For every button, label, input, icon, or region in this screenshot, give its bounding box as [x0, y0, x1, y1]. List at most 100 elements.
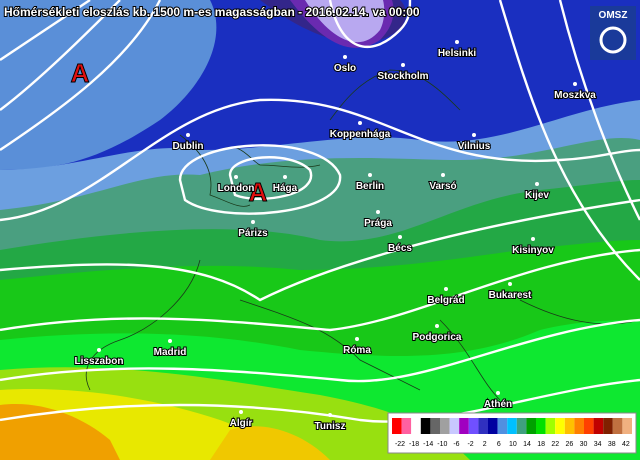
city-labels: Oslo Stockholm Helsinki Moszkva Koppenhága Du…	[74, 40, 597, 433]
legend-swatch	[468, 418, 479, 434]
legend-tick: 38	[608, 441, 616, 448]
legend-swatch	[440, 418, 450, 434]
legend-swatch	[516, 418, 527, 434]
city-label: Lisszabon	[75, 356, 124, 367]
city-dot	[97, 348, 101, 352]
city-dot	[444, 287, 448, 291]
city-label: Berlin	[356, 181, 384, 192]
city-label: Stockholm	[377, 71, 428, 82]
city-label: Podgorica	[413, 332, 462, 343]
legend-swatch	[401, 418, 412, 434]
legend-swatch	[488, 418, 498, 434]
pressure-high: A	[71, 58, 90, 88]
city-dot	[531, 237, 535, 241]
coastlines	[85, 69, 640, 401]
city-dot	[328, 413, 332, 417]
legend-tick: -14	[423, 441, 433, 448]
city-label: Vilnius	[458, 141, 491, 152]
legend-tick: -6	[453, 441, 459, 448]
legend-tick: 14	[523, 441, 531, 448]
city-label: London	[218, 183, 255, 194]
city-label: Bukarest	[489, 290, 532, 301]
city-dot	[535, 182, 539, 186]
legend-swatch	[478, 418, 488, 434]
legend-tick: 42	[622, 441, 630, 448]
city-dot	[472, 133, 476, 137]
legend-tick: -2	[467, 441, 473, 448]
city-dot	[398, 235, 402, 239]
legend-swatch	[545, 418, 556, 434]
pressure-high: A	[249, 177, 268, 207]
city-label: Belgrád	[427, 295, 464, 306]
city-label: Madrid	[154, 347, 187, 358]
city-label: Prága	[364, 218, 392, 229]
legend-swatch	[536, 418, 546, 434]
city-label: Athén	[484, 399, 512, 410]
city-dot	[168, 339, 172, 343]
city-dot	[251, 220, 255, 224]
city-dot	[435, 324, 439, 328]
legend-swatch	[411, 418, 421, 434]
legend-swatch	[584, 418, 594, 434]
city-label: Algír	[230, 418, 253, 429]
legend-swatch	[622, 418, 632, 434]
city-label: Kisinyov	[512, 245, 554, 256]
legend-tick: 34	[594, 441, 602, 448]
legend-swatch	[507, 418, 517, 434]
legend-swatch	[574, 418, 584, 434]
city-dot	[239, 410, 243, 414]
city-dot	[441, 173, 445, 177]
legend-swatch	[392, 418, 402, 434]
city-dot	[355, 337, 359, 341]
city-label: Moszkva	[554, 90, 596, 101]
legend-swatch	[430, 418, 440, 434]
city-dot	[376, 210, 380, 214]
legend-swatch	[564, 418, 575, 434]
logo: OMSZ	[590, 6, 636, 60]
city-label: Varsó	[429, 181, 456, 192]
map-title: Hőmérsékleti eloszlás kb. 1500 m-es maga…	[4, 5, 420, 19]
legend-tick: 30	[580, 441, 588, 448]
legend-tick: 10	[509, 441, 517, 448]
legend-swatch	[497, 418, 508, 434]
city-dot	[573, 82, 577, 86]
legend-swatch	[420, 418, 431, 434]
legend-tick: 22	[551, 441, 559, 448]
city-label: Bécs	[388, 243, 412, 254]
city-dot	[508, 282, 512, 286]
legend-tick: -22	[395, 441, 405, 448]
city-label: Koppenhága	[330, 129, 391, 140]
city-dot	[234, 175, 238, 179]
city-dot	[186, 133, 190, 137]
isotherms	[0, 0, 640, 423]
city-label: Oslo	[334, 63, 356, 74]
city-label: Hága	[273, 183, 298, 194]
legend-tick: 2	[483, 441, 487, 448]
city-label: Párizs	[238, 228, 268, 239]
city-label: Helsinki	[438, 48, 477, 59]
city-dot	[343, 55, 347, 59]
city-dot	[368, 173, 372, 177]
city-dot	[358, 121, 362, 125]
city-label: Dublin	[172, 141, 203, 152]
city-label: Kijev	[525, 190, 549, 201]
legend-swatch	[603, 418, 613, 434]
legend-swatch	[449, 418, 460, 434]
legend-swatch	[593, 418, 604, 434]
city-dot	[401, 63, 405, 67]
legend-tick: -10	[437, 441, 447, 448]
legend-tick: -18	[409, 441, 419, 448]
legend-swatch	[612, 418, 623, 434]
legend-tick: 6	[497, 441, 501, 448]
legend-swatch	[459, 418, 469, 434]
city-dot	[283, 175, 287, 179]
legend-swatch	[555, 418, 565, 434]
legend: -22 -18 -14 -10 -6 -2 2 6 10 14 18 22 26 30 34 38 42	[387, 412, 637, 454]
legend-tick: 18	[537, 441, 545, 448]
legend-swatch	[526, 418, 536, 434]
city-label: Tunisz	[315, 421, 346, 432]
legend-tick: 26	[566, 441, 574, 448]
city-dot	[455, 40, 459, 44]
